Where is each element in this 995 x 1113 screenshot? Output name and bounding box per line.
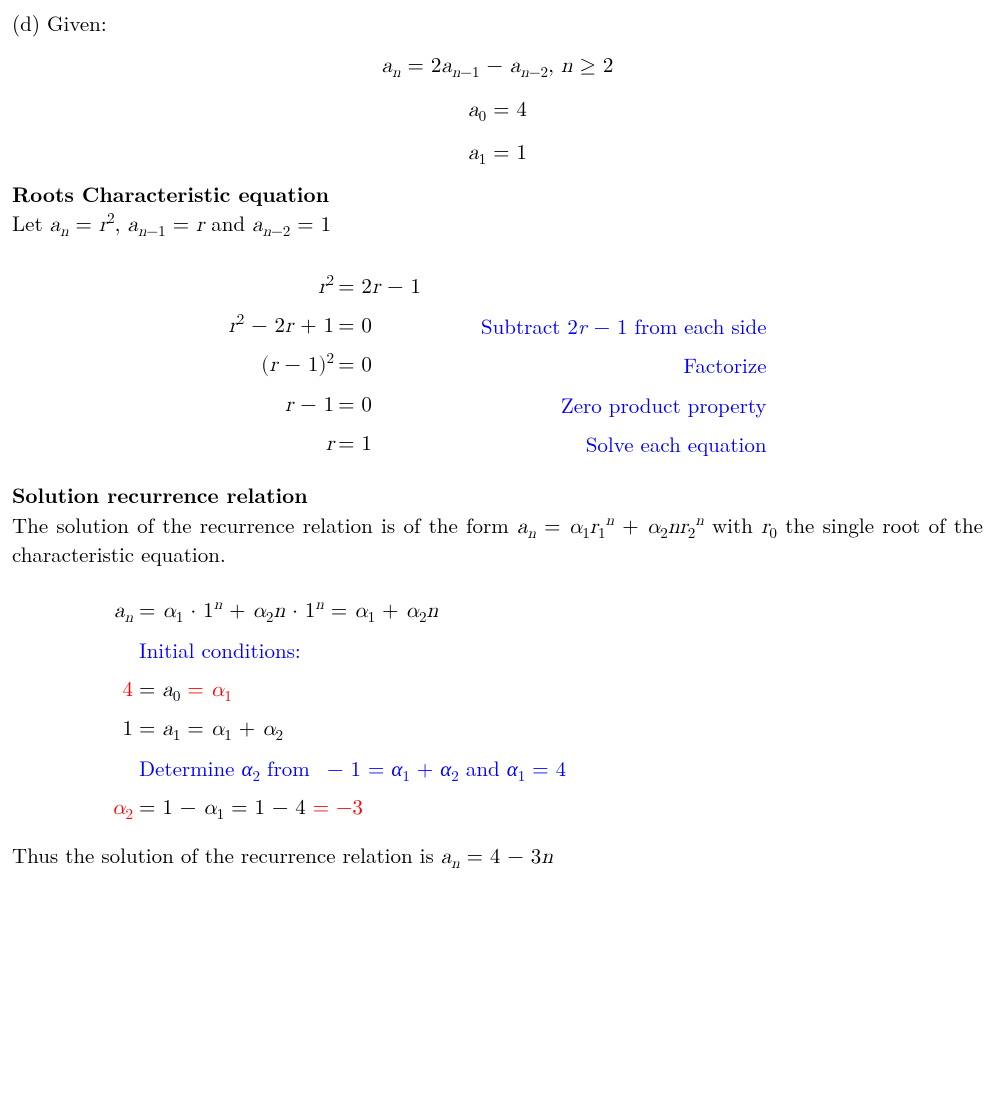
- roots-row-1: r2 = 2r − 1: [228, 268, 766, 307]
- roots-intro: Let an = r2, an−1 = r and an−2 = 1: [12, 210, 983, 239]
- roots-intro-mid2: and: [204, 208, 252, 238]
- final-prefix: Thus the solution of the recurrence rela…: [12, 840, 441, 870]
- initial-conditions-note: Initial conditions:: [136, 631, 566, 670]
- solution-align-block: an = α1 · 1n + α2n · 1n = α1 + α2n Initi…: [112, 592, 566, 828]
- given-eq-2: a0 = 4: [12, 95, 983, 124]
- sol-row-5-note: Determine α2 from − 1 = α1 + α2 and α1 =…: [112, 749, 566, 788]
- roots-note-4: Zero product property: [421, 386, 767, 425]
- given-block: an = 2an−1 − an−2, n ≥ 2 a0 = 4 a1 = 1: [12, 51, 983, 167]
- final-line: Thus the solution of the recurrence rela…: [12, 842, 983, 871]
- solution-heading: Solution recurrence relation: [12, 482, 983, 509]
- roots-intro-mid1: ,: [115, 208, 128, 238]
- roots-heading: Roots Characteristic equation: [12, 181, 983, 208]
- roots-note-5: Solve each equation: [421, 425, 767, 464]
- roots-note-1: [421, 268, 767, 307]
- roots-note-2: Subtract 2r − 1 from each side: [421, 307, 767, 346]
- sol-row-1: an = α1 · 1n + α2n · 1n = α1 + α2n: [112, 592, 566, 631]
- part-label: (d) Given:: [12, 8, 107, 38]
- roots-intro-prefix: Let: [12, 208, 50, 238]
- roots-note-3: Factorize: [421, 346, 767, 385]
- solution-intro-2: with: [704, 510, 761, 540]
- roots-row-5: r = 1 Solve each equation: [228, 425, 766, 464]
- roots-row-2: r2 − 2r + 1 = 0 Subtract 2r − 1 from eac…: [228, 307, 766, 346]
- solution-intro-1: The solution of the recurrence relation …: [12, 510, 517, 540]
- roots-row-3: (r − 1)2 = 0 Factorize: [228, 346, 766, 385]
- solution-intro: The solution of the recurrence relation …: [12, 512, 983, 569]
- sol-row-2-note: Initial conditions:: [112, 631, 566, 670]
- sol-row-3: 4 = a0 = α1: [112, 671, 566, 710]
- determine-alpha2-note: Determine α2 from − 1 = α1 + α2 and α1 =…: [136, 749, 566, 788]
- part-label-line: (d) Given:: [12, 10, 983, 37]
- roots-align-block: r2 = 2r − 1 r2 − 2r + 1 = 0 Subtract 2r …: [228, 268, 766, 464]
- given-eq-1: an = 2an−1 − an−2, n ≥ 2: [12, 51, 983, 80]
- roots-row-4: r − 1 = 0 Zero product property: [228, 386, 766, 425]
- sol-row-6: α2 = 1 − α1 = 1 − 4 = −3: [112, 789, 566, 828]
- given-eq-3: a1 = 1: [12, 138, 983, 167]
- sol-row-4: 1 = a1 = α1 + α2: [112, 710, 566, 749]
